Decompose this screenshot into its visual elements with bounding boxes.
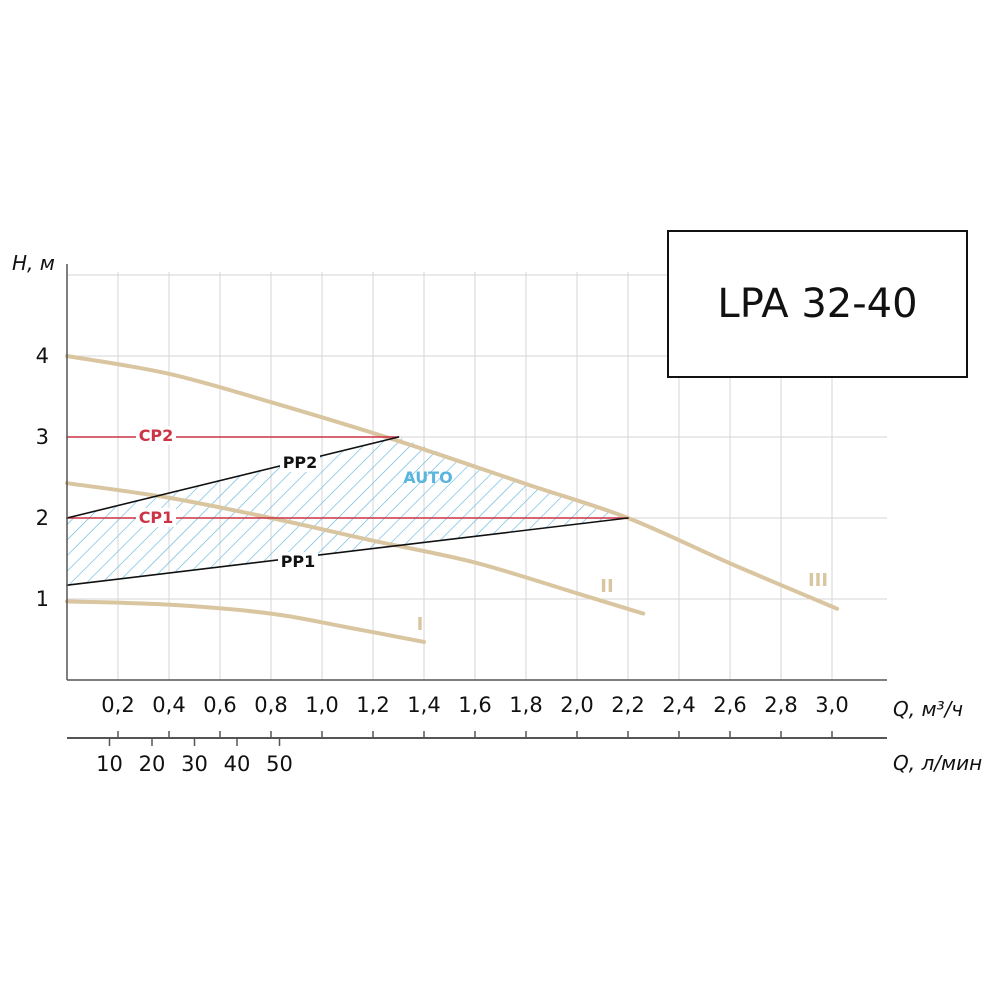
x2-tick-label: 50 xyxy=(266,752,293,776)
series-line-ii xyxy=(65,481,646,616)
x-tick-label: 2,8 xyxy=(764,693,797,717)
series-line-iii xyxy=(65,354,840,611)
series-label-i: I xyxy=(417,614,424,635)
series-line-pp1 xyxy=(66,517,629,587)
x-tick-label: 1,8 xyxy=(509,693,542,717)
x-tick-label: 3,0 xyxy=(815,693,848,717)
x-tick-label: 0,2 xyxy=(101,693,134,717)
x-tick-label: 2,0 xyxy=(560,693,593,717)
x-tick-label: 0,6 xyxy=(203,693,236,717)
series-label-pp2: PP2 xyxy=(283,453,318,472)
x-tick-label: 1,4 xyxy=(407,693,440,717)
series-label-bg xyxy=(280,453,320,472)
x-tick-label: 0,4 xyxy=(152,693,185,717)
x2-tick-label: 40 xyxy=(224,752,251,776)
x-tick-label: 2,4 xyxy=(662,693,695,717)
y-axis-title: H, м xyxy=(12,251,55,275)
axes xyxy=(66,264,887,746)
x-tick-label: 0,8 xyxy=(254,693,287,717)
series-label-bg xyxy=(278,552,318,571)
x-tick-label: 2,6 xyxy=(713,693,746,717)
auto-hatch-area xyxy=(67,437,628,586)
y-tick-label: 2 xyxy=(36,506,49,530)
chart-labels: 0,2 0,4 0,6 0,8 1,0 1,2 1,4 1,6 1,8 2,0 2,2 2,4 2,6 2… xyxy=(12,251,982,776)
x2-tick-label: 20 xyxy=(139,752,166,776)
x2-tick-label: 10 xyxy=(96,752,123,776)
model-title: LPA 32-40 xyxy=(717,281,918,327)
series-label-iii: III xyxy=(808,570,828,591)
series-label-ii: II xyxy=(600,576,613,597)
series-label-bg xyxy=(136,426,176,445)
x-tick-label: 1,6 xyxy=(458,693,491,717)
series-line-pp2 xyxy=(66,436,400,519)
series-lines xyxy=(65,354,840,644)
y-tick-label: 3 xyxy=(36,425,49,449)
series-label-pp1: PP1 xyxy=(281,552,316,571)
series-label-bg xyxy=(136,508,176,527)
series-line-i xyxy=(65,599,426,644)
series-label-cp2: CP2 xyxy=(139,426,174,445)
auto-zone xyxy=(67,437,628,586)
auto-label: AUTO xyxy=(403,468,452,487)
y-tick-label: 1 xyxy=(36,587,49,611)
x-tick-label: 1,2 xyxy=(356,693,389,717)
x-tick-label: 2,2 xyxy=(611,693,644,717)
series-label-cp1: CP1 xyxy=(139,508,174,527)
x-tick-label: 1,0 xyxy=(305,693,338,717)
x2-axis-title: Q, л/мин xyxy=(893,751,982,775)
model-title-box: LPA 32-40 xyxy=(667,230,968,378)
x2-tick-label: 30 xyxy=(181,752,208,776)
x-axis-title: Q, м³/ч xyxy=(893,697,963,721)
y-tick-label: 4 xyxy=(36,344,49,368)
